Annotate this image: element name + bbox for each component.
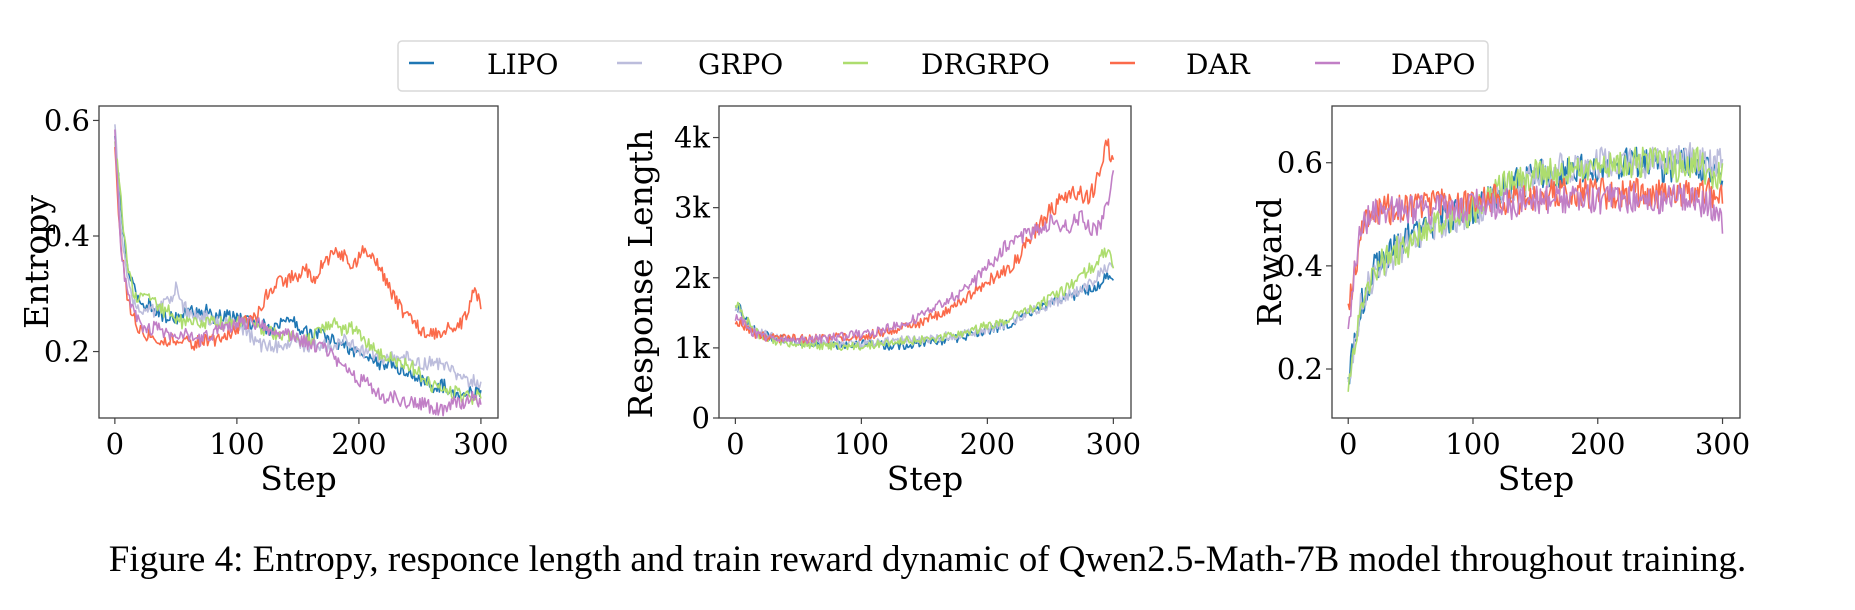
- entropy-series-grpo: [114, 124, 482, 389]
- legend-entry-dapo: DAPO: [1315, 48, 1475, 81]
- legend-entry-dar: DAR: [1110, 48, 1251, 81]
- response-length-axes-frame: [718, 105, 1132, 419]
- entropy-y-label: Entropy: [17, 195, 56, 329]
- legend-label-lipo: LIPO: [487, 48, 558, 81]
- response-length-y-label: Response Length: [621, 130, 660, 419]
- legend-label-dapo: DAPO: [1391, 48, 1475, 81]
- entropy-x-ticks: 0 100 200 300: [106, 418, 509, 461]
- entropy-panel: 0 100 200 300 0.2 0.4 0.6 Step Entropy: [17, 103, 509, 498]
- figure-caption: Figure 4: Entropy, responce length and t…: [108, 539, 1747, 580]
- legend: LIPO GRPO DRGRPO DAR DAPO: [397, 40, 1489, 92]
- reward-y-ticks: 0.2 0.4 0.6: [1277, 146, 1332, 386]
- response-length-series-grpo: [734, 262, 1114, 349]
- reward-x-tick-label: 300: [1695, 427, 1750, 461]
- reward-axes-frame: [1331, 105, 1741, 419]
- legend-label-grpo: GRPO: [698, 48, 783, 81]
- reward-panel: 0 100 200 300 0.2 0.4 0.6 Step Reward: [1250, 105, 1750, 498]
- reward-x-label: Step: [1498, 459, 1575, 498]
- response-length-x-tick-label: 100: [834, 427, 889, 461]
- response-length-x-label: Step: [887, 459, 964, 498]
- response-length-y-tick-label: 2k: [674, 261, 710, 295]
- entropy-y-tick-label: 0.6: [44, 103, 90, 137]
- response-length-y-tick-label: 4k: [674, 121, 710, 155]
- reward-lines: [1347, 142, 1724, 392]
- response-length-x-ticks: 0 100 200 300: [726, 418, 1141, 461]
- response-length-y-tick-label: 3k: [674, 191, 710, 225]
- entropy-series-dar: [114, 146, 482, 351]
- entropy-axes-frame: [98, 105, 499, 419]
- entropy-lines: [114, 124, 482, 417]
- response-length-lines: [734, 138, 1115, 352]
- entropy-x-tick-label: 300: [453, 427, 508, 461]
- entropy-y-ticks: 0.2 0.4 0.6: [44, 103, 99, 369]
- entropy-series-drgrpo: [114, 141, 482, 406]
- reward-y-label: Reward: [1250, 197, 1289, 326]
- reward-series-dapo: [1347, 182, 1724, 330]
- response-length-y-tick-label: 0: [692, 401, 710, 435]
- response-length-x-tick-label: 200: [960, 427, 1015, 461]
- entropy-series-lipo: [114, 135, 482, 400]
- reward-series-drgrpo: [1347, 146, 1724, 392]
- entropy-x-tick-label: 0: [106, 427, 124, 461]
- response-length-series-dar: [734, 138, 1115, 344]
- reward-y-tick-label: 0.2: [1277, 352, 1323, 386]
- reward-y-tick-label: 0.6: [1277, 146, 1323, 180]
- response-length-y-tick-label: 1k: [674, 331, 710, 365]
- reward-x-tick-label: 100: [1445, 427, 1500, 461]
- legend-entry-lipo: LIPO: [409, 48, 558, 81]
- response-length-x-tick-label: 300: [1086, 427, 1141, 461]
- entropy-x-label: Step: [260, 459, 337, 498]
- entropy-x-tick-label: 200: [331, 427, 386, 461]
- legend-frame: [397, 40, 1489, 92]
- entropy-y-tick-label: 0.2: [44, 335, 90, 369]
- entropy-y-tick-label: 0.4: [44, 219, 90, 253]
- legend-label-dar: DAR: [1186, 48, 1251, 81]
- legend-label-drgrpo: DRGRPO: [921, 48, 1050, 81]
- reward-x-tick-label: 0: [1339, 427, 1357, 461]
- response-length-series-dapo: [734, 170, 1115, 345]
- entropy-series-dapo: [114, 129, 482, 417]
- response-length-x-tick-label: 0: [726, 427, 744, 461]
- legend-entry-grpo: GRPO: [617, 48, 783, 81]
- reward-x-ticks: 0 100 200 300: [1339, 418, 1750, 461]
- reward-x-tick-label: 200: [1570, 427, 1625, 461]
- response-length-series-drgrpo: [734, 247, 1115, 352]
- response-length-y-ticks: 0 1k 2k 3k 4k: [674, 121, 719, 435]
- reward-y-tick-label: 0.4: [1277, 249, 1323, 283]
- legend-entry-drgrpo: DRGRPO: [843, 48, 1050, 81]
- response-length-panel: 0 100 200 300 0 1k 2k 3k 4k Step Response Lengt…: [621, 105, 1141, 498]
- figure: LIPO GRPO DRGRPO DAR DAPO 0 100 200 300 0.2…: [17, 40, 1750, 498]
- reward-series-grpo: [1347, 142, 1724, 383]
- entropy-x-tick-label: 100: [209, 427, 264, 461]
